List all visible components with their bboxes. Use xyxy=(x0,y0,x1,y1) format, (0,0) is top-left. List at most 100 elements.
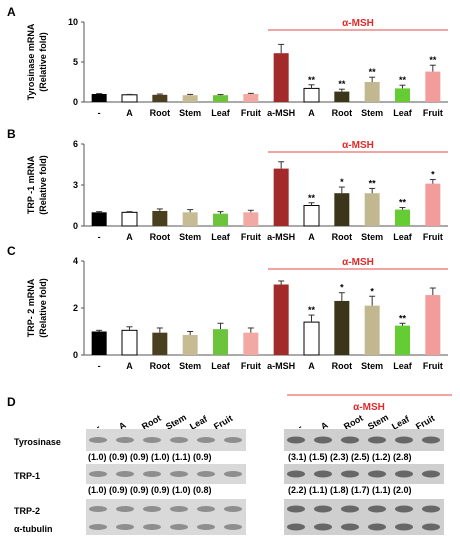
ratio-right-1: (2.2) (1.1) (1.8) (1.7) (1.1) (2.0) xyxy=(288,485,412,495)
band-right-2-1 xyxy=(314,505,332,513)
band-left-2-1 xyxy=(116,506,134,512)
band-left-3-2 xyxy=(143,524,161,530)
x-tick-label-C-8: Root xyxy=(332,361,353,371)
band-left-3-5 xyxy=(224,524,242,530)
y-tick-label-B: 6 xyxy=(73,139,78,149)
band-right-1-2 xyxy=(341,470,359,478)
x-tick-label-C-3: Stem xyxy=(179,361,201,371)
x-tick-label-A-6: a-MSH xyxy=(267,108,295,118)
band-left-0-0 xyxy=(89,437,107,443)
band-right-2-4 xyxy=(395,505,413,513)
x-tick-label-B-3: Stem xyxy=(179,232,201,242)
x-tick-label-C-11: Fruit xyxy=(423,361,443,371)
y-axis-label-A: (Relative fold) xyxy=(38,32,48,92)
panel-label-B: B xyxy=(7,127,16,141)
band-right-1-0 xyxy=(287,470,305,478)
bar-C-10 xyxy=(395,325,410,355)
band-left-0-5 xyxy=(224,437,242,443)
significance-B-11: * xyxy=(431,170,435,180)
y-axis-label-B: TRP -1 mRNA xyxy=(26,155,36,214)
panel-label-D: D xyxy=(7,395,16,409)
band-left-3-0 xyxy=(89,524,107,530)
bar-B-10 xyxy=(395,209,410,226)
bar-C-7 xyxy=(303,321,320,356)
band-right-1-3 xyxy=(368,470,386,478)
x-tick-label-C-10: Leaf xyxy=(393,361,413,371)
blot-strip-right-3 xyxy=(284,519,444,535)
y-tick-label-A: 10 xyxy=(68,17,78,27)
bar-C-1 xyxy=(121,329,138,356)
blot-strip-right-2 xyxy=(284,499,444,519)
x-tick-label-B-10: Leaf xyxy=(393,232,413,242)
significance-B-9: ** xyxy=(369,178,377,188)
x-tick-label-C-9: Stem xyxy=(361,361,383,371)
lane-label-8: Root xyxy=(342,413,365,432)
blot-group-label: α-MSH xyxy=(353,402,385,413)
bar-A-1 xyxy=(121,94,138,103)
significance-B-8: * xyxy=(340,177,344,187)
x-tick-label-C-7: A xyxy=(308,361,315,371)
y-axis-label-C: (Relative fold) xyxy=(38,278,48,338)
bar-C-4 xyxy=(213,329,228,355)
band-right-3-3 xyxy=(368,523,386,531)
bar-B-9 xyxy=(364,193,380,226)
bar-B-5 xyxy=(243,212,259,226)
band-left-0-4 xyxy=(197,437,215,443)
bar-A-2 xyxy=(152,94,168,102)
x-tick-label-B-1: A xyxy=(126,232,133,242)
group-label-C: α-MSH xyxy=(342,257,374,268)
significance-A-9: ** xyxy=(369,67,377,77)
significance-A-11: ** xyxy=(429,55,437,65)
x-tick-label-A-3: Stem xyxy=(179,108,201,118)
band-right-1-1 xyxy=(314,470,332,478)
bar-C-8 xyxy=(334,300,350,355)
significance-C-10: ** xyxy=(399,313,407,323)
group-label-A: α-MSH xyxy=(342,18,374,29)
significance-C-8: * xyxy=(340,283,344,293)
panel-label-A: A xyxy=(7,5,16,19)
band-left-2-2 xyxy=(143,506,161,512)
bar-A-8 xyxy=(334,91,350,102)
y-axis-label-A: Tyrosinase mRNA xyxy=(26,23,36,100)
band-right-2-2 xyxy=(341,505,359,513)
bar-A-4 xyxy=(213,95,228,102)
band-right-0-4 xyxy=(395,436,413,444)
x-tick-label-A-4: Leaf xyxy=(211,108,231,118)
y-tick-label-B: 3 xyxy=(73,180,78,190)
band-right-3-2 xyxy=(341,523,359,531)
blot-row-label-2: TRP-2 xyxy=(14,506,40,516)
y-tick-label-B: 0 xyxy=(73,221,78,231)
lane-label-10: Leaf xyxy=(390,413,412,431)
y-tick-label-A: 0 xyxy=(73,97,78,107)
band-left-1-1 xyxy=(116,471,134,477)
x-tick-label-C-2: Root xyxy=(150,361,171,371)
significance-A-8: ** xyxy=(338,79,346,89)
band-right-0-2 xyxy=(341,436,359,444)
band-right-2-0 xyxy=(287,505,305,513)
bar-B-6 xyxy=(273,168,289,226)
lane-label-5: Fruit xyxy=(212,413,234,432)
group-label-B: α-MSH xyxy=(342,140,374,151)
blot-row-label-1: TRP-1 xyxy=(14,471,40,481)
y-tick-label-C: 4 xyxy=(73,256,78,266)
ratio-right-0: (3.1) (1.5) (2.3) (2.5) (1.2) (2.8) xyxy=(288,452,412,462)
bar-C-0 xyxy=(91,331,107,355)
band-left-1-2 xyxy=(143,471,161,477)
blot-row-label-0: Tyrosinase xyxy=(14,437,61,447)
band-right-3-5 xyxy=(422,523,440,531)
x-tick-label-A-5: Fruit xyxy=(241,108,261,118)
x-tick-label-C-1: A xyxy=(126,361,133,371)
band-left-1-4 xyxy=(197,471,215,477)
bar-A-3 xyxy=(182,95,198,102)
bar-A-11 xyxy=(425,71,441,102)
ratio-left-1: (1.0) (0.9) (0.9) (0.9) (1.0) (0.8) xyxy=(88,485,212,495)
band-right-3-0 xyxy=(287,523,305,531)
x-tick-label-A-10: Leaf xyxy=(393,108,413,118)
lane-label-4: Leaf xyxy=(188,413,210,431)
blot-strip-right-0 xyxy=(284,429,444,451)
band-left-3-3 xyxy=(170,524,188,530)
y-axis-label-B: (Relative fold) xyxy=(38,155,48,215)
band-right-0-5 xyxy=(422,436,440,444)
bar-A-6 xyxy=(273,53,289,102)
